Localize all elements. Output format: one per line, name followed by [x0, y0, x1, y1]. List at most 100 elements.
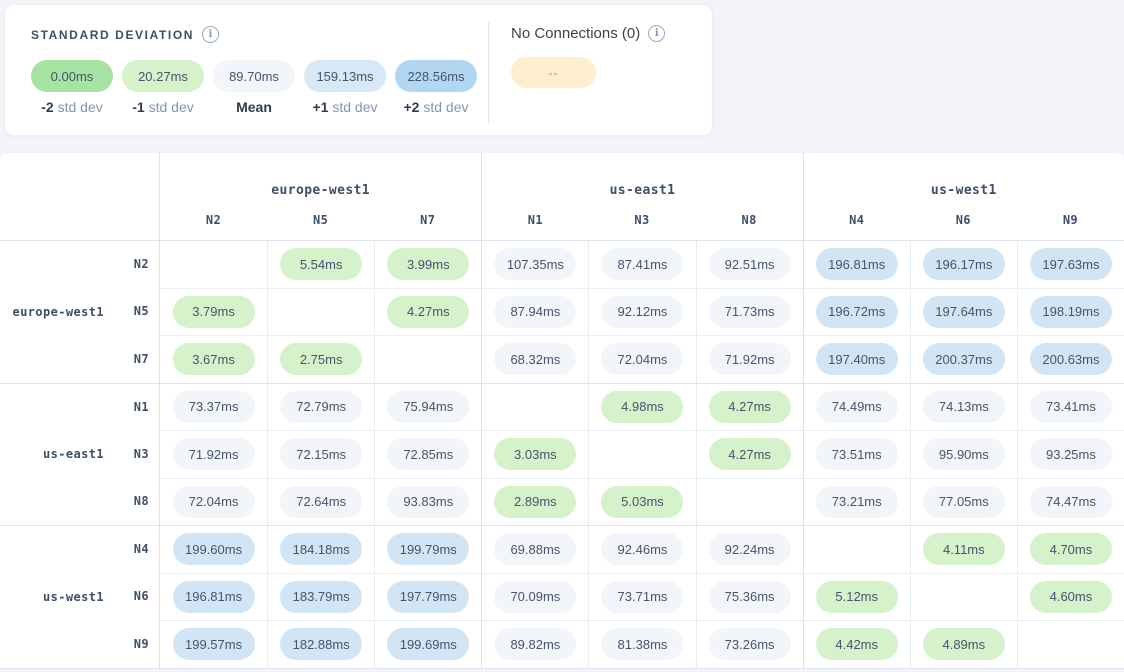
- latency-cell[interactable]: 4.60ms: [1016, 572, 1124, 620]
- latency-cell[interactable]: 73.71ms: [588, 572, 696, 620]
- latency-cell[interactable]: 72.04ms: [588, 335, 696, 383]
- latency-cell[interactable]: 199.69ms: [374, 620, 482, 668]
- std-deviation-section: STANDARD DEVIATION i 0.00ms -2 std dev 20.…: [5, 5, 488, 135]
- latency-cell[interactable]: 4.11ms: [909, 525, 1017, 573]
- latency-cell[interactable]: 2.75ms: [267, 335, 375, 383]
- latency-cell[interactable]: 196.17ms: [909, 240, 1017, 288]
- latency-cell[interactable]: 4.42ms: [802, 620, 910, 668]
- latency-cell[interactable]: 74.47ms: [1016, 477, 1124, 525]
- latency-pill: 73.37ms: [172, 390, 255, 423]
- latency-cell[interactable]: 87.41ms: [588, 240, 696, 288]
- latency-pill: 73.26ms: [708, 628, 791, 661]
- latency-cell[interactable]: 72.64ms: [267, 477, 375, 525]
- latency-pill: 197.63ms: [1029, 248, 1112, 281]
- latency-cell[interactable]: 200.63ms: [1016, 335, 1124, 383]
- latency-cell[interactable]: 92.12ms: [588, 287, 696, 335]
- latency-cell[interactable]: 72.79ms: [267, 382, 375, 430]
- latency-cell[interactable]: 73.41ms: [1016, 382, 1124, 430]
- latency-cell[interactable]: 4.27ms: [695, 430, 803, 478]
- latency-cell[interactable]: 72.85ms: [374, 430, 482, 478]
- latency-cell[interactable]: 196.81ms: [160, 572, 268, 621]
- info-icon[interactable]: i: [648, 25, 666, 42]
- latency-cell[interactable]: 197.64ms: [909, 287, 1017, 335]
- latency-cell[interactable]: 196.81ms: [802, 240, 910, 288]
- latency-cell[interactable]: 199.57ms: [160, 620, 268, 668]
- latency-cell[interactable]: 196.72ms: [802, 287, 910, 335]
- latency-cell[interactable]: 87.94ms: [481, 287, 589, 335]
- latency-pill: 72.64ms: [280, 485, 363, 518]
- latency-cell[interactable]: 74.49ms: [802, 382, 910, 430]
- latency-cell[interactable]: 4.70ms: [1016, 525, 1124, 573]
- latency-cell[interactable]: 75.94ms: [374, 382, 482, 430]
- latency-cell[interactable]: 200.37ms: [909, 335, 1017, 383]
- latency-pill: 5.03ms: [601, 485, 684, 518]
- row-node-label: N7: [104, 335, 160, 383]
- latency-pill: 92.51ms: [708, 248, 791, 281]
- latency-cell[interactable]: 71.73ms: [695, 287, 803, 335]
- latency-cell[interactable]: 5.12ms: [802, 572, 910, 620]
- latency-cell[interactable]: 89.82ms: [481, 620, 589, 668]
- latency-cell[interactable]: 3.03ms: [481, 430, 589, 478]
- latency-cell[interactable]: 197.63ms: [1016, 240, 1124, 288]
- latency-pill: 72.85ms: [387, 438, 470, 471]
- latency-cell[interactable]: 93.83ms: [374, 477, 482, 525]
- latency-cell[interactable]: 71.92ms: [160, 430, 268, 478]
- latency-pill: 3.79ms: [172, 295, 255, 328]
- latency-cell[interactable]: 69.88ms: [481, 525, 589, 573]
- latency-cell[interactable]: 92.46ms: [588, 525, 696, 573]
- latency-cell[interactable]: 107.35ms: [481, 240, 589, 288]
- latency-cell[interactable]: 73.26ms: [695, 620, 803, 668]
- latency-pill: 73.21ms: [815, 485, 898, 518]
- info-icon[interactable]: i: [202, 26, 220, 43]
- latency-cell[interactable]: 93.25ms: [1016, 430, 1124, 478]
- latency-cell[interactable]: 92.51ms: [695, 240, 803, 288]
- legend-divider: [488, 22, 489, 123]
- latency-cell[interactable]: 72.04ms: [160, 477, 268, 526]
- latency-cell[interactable]: 70.09ms: [481, 572, 589, 620]
- latency-cell[interactable]: 199.60ms: [160, 525, 268, 573]
- latency-cell[interactable]: 72.15ms: [267, 430, 375, 478]
- latency-cell[interactable]: 92.24ms: [695, 525, 803, 573]
- latency-cell[interactable]: 197.79ms: [374, 572, 482, 620]
- latency-pill: 107.35ms: [494, 248, 577, 281]
- latency-cell[interactable]: 81.38ms: [588, 620, 696, 668]
- latency-cell[interactable]: 73.51ms: [802, 430, 910, 478]
- latency-pill: 200.37ms: [922, 343, 1005, 376]
- latency-cell[interactable]: 4.89ms: [909, 620, 1017, 668]
- latency-pill: 199.57ms: [172, 628, 255, 661]
- latency-cell[interactable]: 68.32ms: [481, 335, 589, 383]
- latency-pill: 199.69ms: [387, 628, 470, 661]
- latency-cell[interactable]: 197.40ms: [802, 335, 910, 383]
- latency-pill: 72.79ms: [280, 390, 363, 423]
- latency-cell[interactable]: 5.03ms: [588, 477, 696, 525]
- latency-cell[interactable]: 2.89ms: [481, 477, 589, 525]
- latency-cell[interactable]: 198.19ms: [1016, 287, 1124, 335]
- latency-cell[interactable]: 75.36ms: [695, 572, 803, 620]
- col-node-label: N6: [955, 213, 971, 227]
- latency-cell[interactable]: 77.05ms: [909, 477, 1017, 525]
- latency-cell[interactable]: 73.21ms: [802, 477, 910, 525]
- latency-cell[interactable]: 3.67ms: [160, 335, 268, 383]
- latency-cell[interactable]: 74.13ms: [909, 382, 1017, 430]
- latency-pill: 71.92ms: [172, 438, 255, 471]
- latency-cell[interactable]: 73.37ms: [160, 382, 268, 431]
- latency-cell[interactable]: 4.27ms: [695, 382, 803, 430]
- std-dev-label: Mean: [236, 99, 272, 115]
- latency-cell-empty: [695, 477, 803, 525]
- latency-cell[interactable]: 71.92ms: [695, 335, 803, 383]
- latency-cell[interactable]: 4.27ms: [374, 287, 482, 335]
- latency-cell[interactable]: 184.18ms: [267, 525, 375, 573]
- latency-cell[interactable]: 5.54ms: [267, 240, 375, 288]
- latency-cell-empty: [1016, 620, 1124, 668]
- latency-cell[interactable]: 95.90ms: [909, 430, 1017, 478]
- latency-cell[interactable]: 199.79ms: [374, 525, 482, 573]
- no-connections-section: No Connections (0) i --: [489, 5, 666, 135]
- latency-cell[interactable]: 3.79ms: [160, 287, 268, 336]
- latency-cell[interactable]: 183.79ms: [267, 572, 375, 620]
- latency-cell[interactable]: 182.88ms: [267, 620, 375, 668]
- latency-cell[interactable]: 3.99ms: [374, 240, 482, 288]
- legend-pill: 0.00ms: [31, 60, 113, 92]
- latency-pill: 182.88ms: [280, 628, 363, 661]
- latency-cell[interactable]: 4.98ms: [588, 382, 696, 430]
- latency-pill: 92.12ms: [601, 295, 684, 328]
